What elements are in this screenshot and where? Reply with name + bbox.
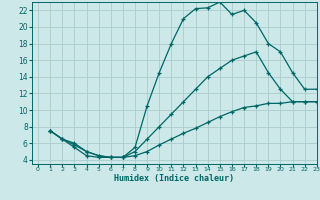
X-axis label: Humidex (Indice chaleur): Humidex (Indice chaleur) <box>115 174 234 183</box>
